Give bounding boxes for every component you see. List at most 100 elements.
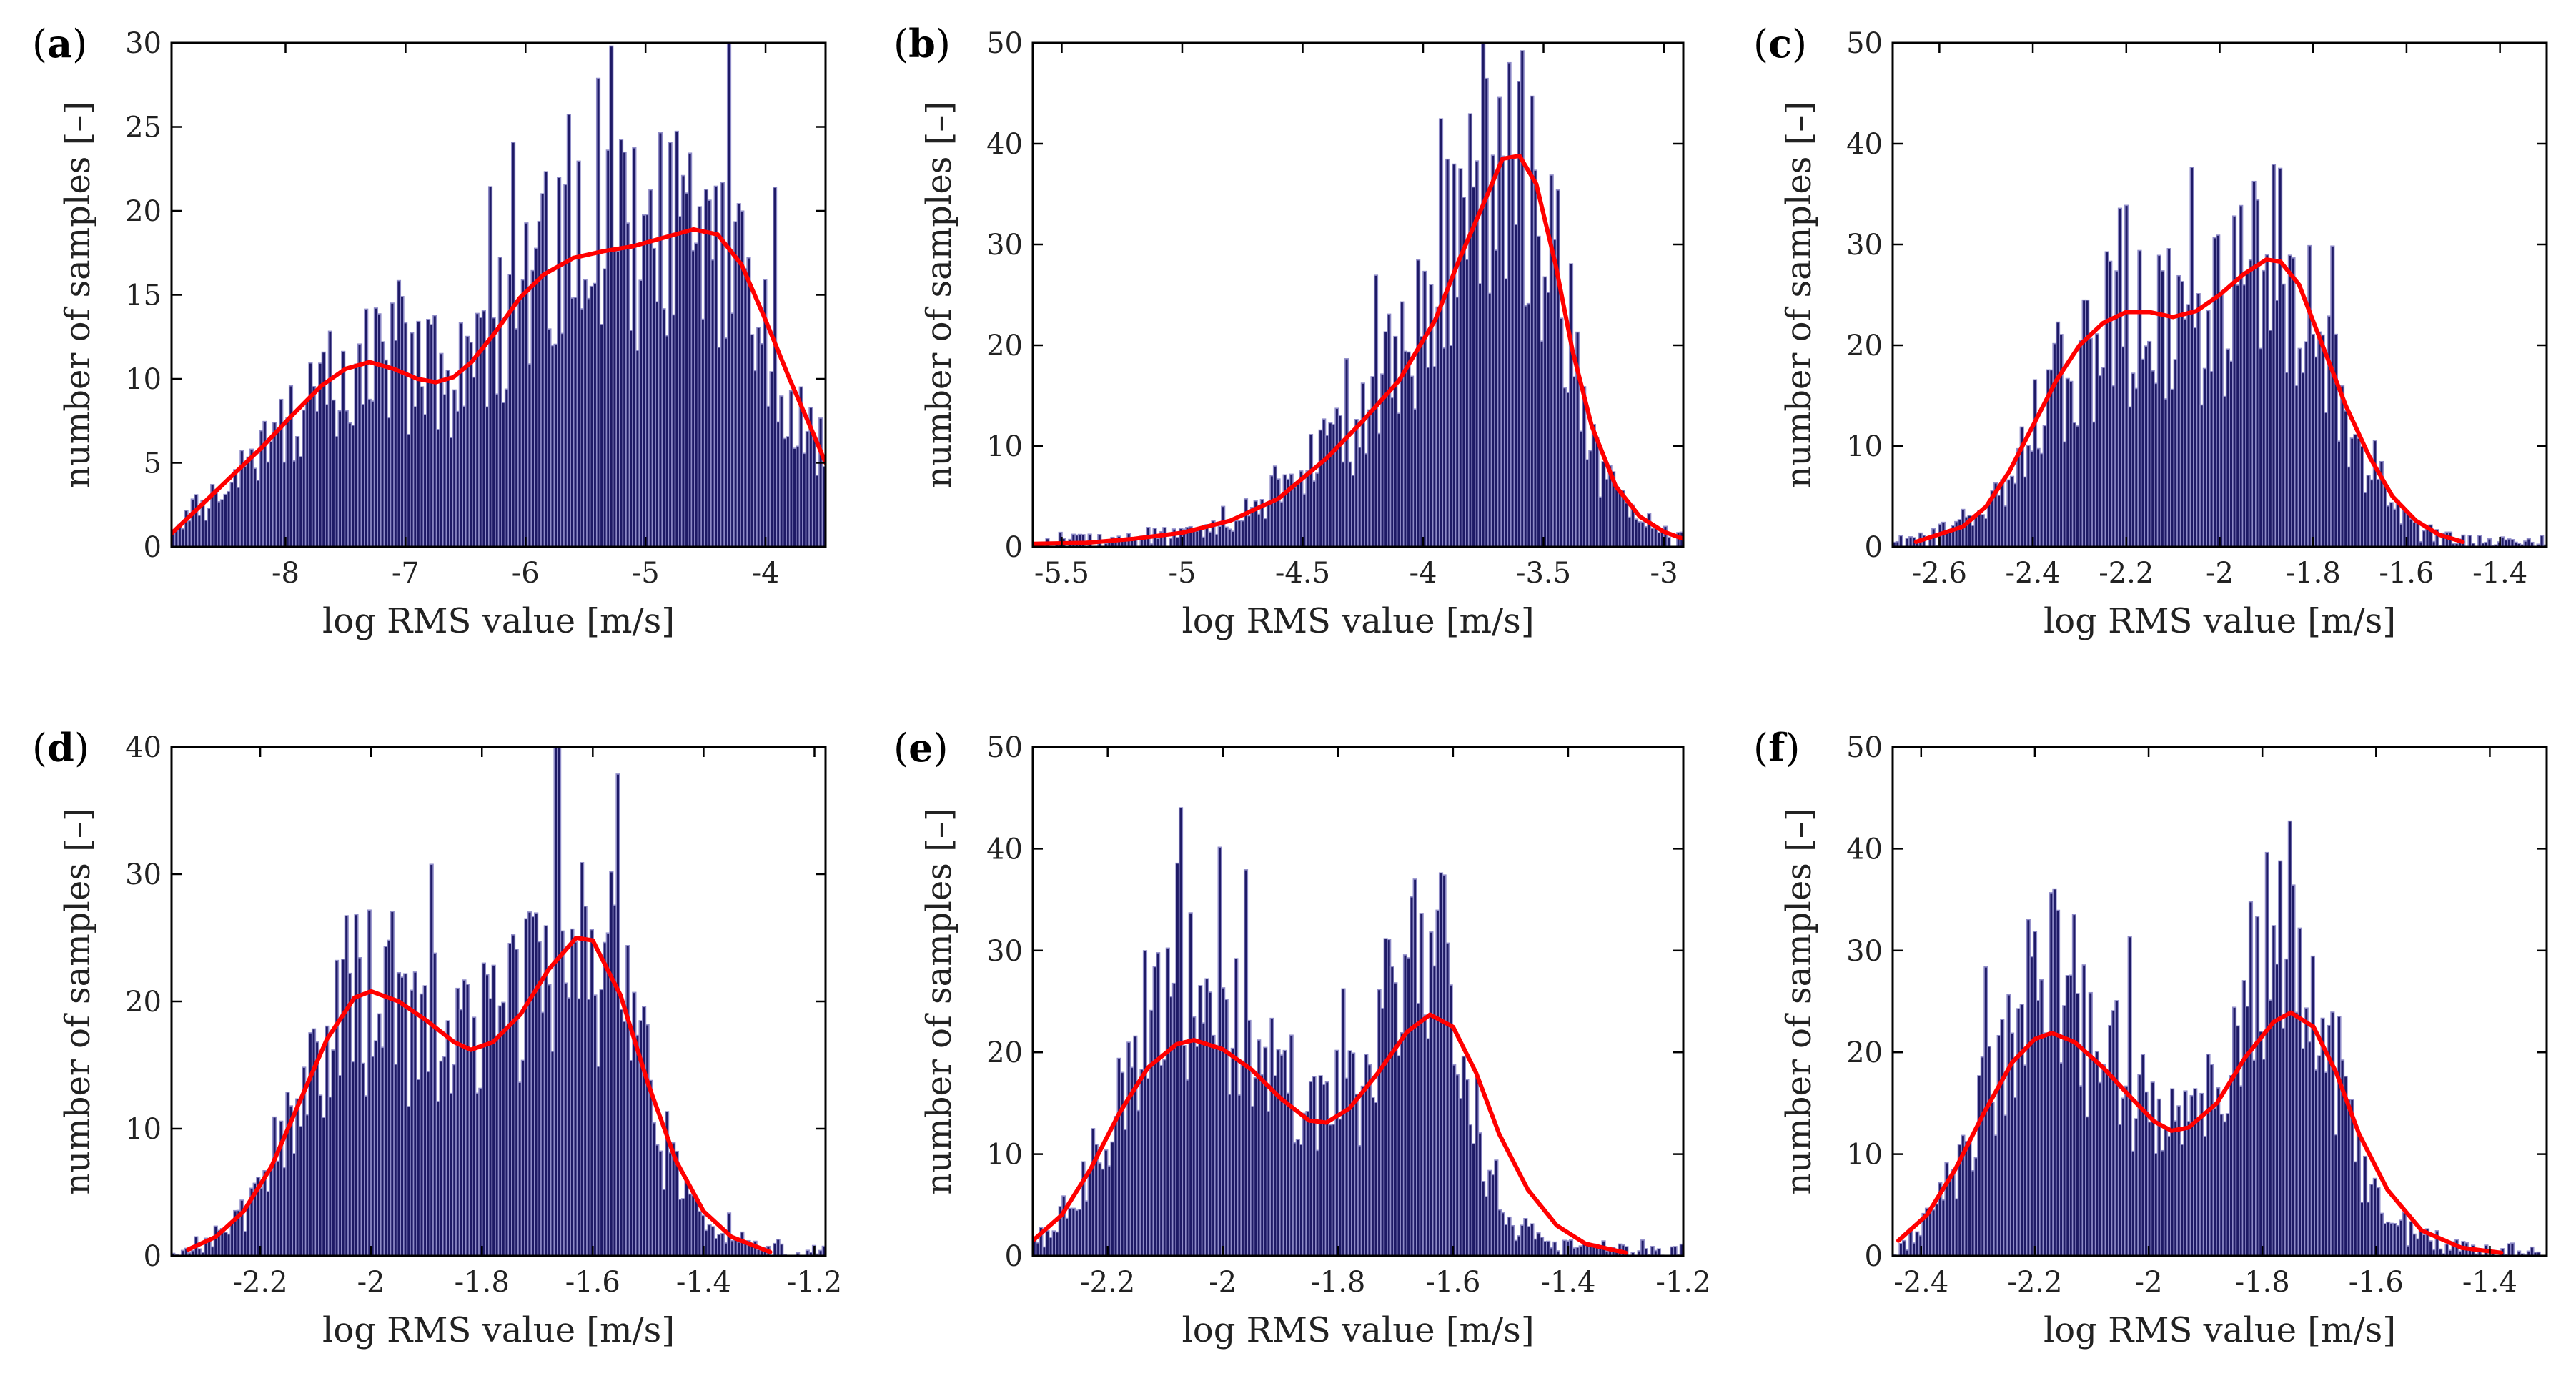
density-curve — [1913, 257, 2465, 544]
x-tick-label: -3 — [1650, 557, 1678, 590]
histogram-bar — [1666, 536, 1671, 547]
histogram-bars — [1033, 43, 1683, 547]
y-tick-label: 40 — [986, 128, 1023, 161]
y-axis-label: number of samples [–] — [58, 808, 98, 1194]
panel-letter: f — [1768, 725, 1788, 771]
y-tick-label: 30 — [1846, 935, 1883, 968]
density-curve — [186, 936, 773, 1254]
x-tick-label: -2 — [2206, 557, 2234, 590]
density-curve — [1896, 1010, 2504, 1255]
x-tick-label: -1.6 — [2349, 1266, 2404, 1299]
y-tick-label: 40 — [1846, 833, 1883, 866]
y-tick-label: 10 — [986, 430, 1023, 463]
x-tick-label: -5 — [1168, 557, 1196, 590]
y-tick-label: 0 — [144, 1240, 162, 1273]
density-curve — [1033, 153, 1683, 546]
x-tick-label: -1.2 — [1655, 1266, 1710, 1299]
histogram-bar — [2510, 1242, 2515, 1256]
histogram-bar — [1438, 118, 1444, 547]
histogram-bar — [2477, 535, 2482, 547]
x-tick-label: -4.5 — [1275, 557, 1330, 590]
panel-letter: a — [47, 21, 72, 66]
panel-letter: d — [47, 725, 74, 771]
x-tick-label: -2.4 — [2006, 557, 2061, 590]
panel-d: -2.2 -2 -1.8 -1.6 -1.4 -1.2 0 10 20 30 40 log RMS v… — [32, 725, 842, 1350]
x-tick-label: -1.8 — [1310, 1266, 1365, 1299]
panel-a: -8 -7 -6 -5 -4 0 5 10 15 20 25 30 log RMS value [m/s… — [32, 21, 827, 641]
x-tick-label: -1.8 — [455, 1266, 510, 1299]
y-tick-label: 0 — [1005, 1240, 1023, 1273]
y-tick-label: 10 — [986, 1139, 1023, 1172]
histogram-bar — [1211, 520, 1216, 547]
panel-label: (c) — [1753, 21, 1807, 66]
x-tick-label: -1.6 — [1425, 1266, 1480, 1299]
panel-label: (e) — [893, 725, 948, 771]
y-tick-label: 30 — [1846, 229, 1883, 262]
x-tick-label: -1.8 — [2235, 1266, 2290, 1299]
x-tick-label: -7 — [392, 557, 420, 590]
histogram-bar — [1344, 358, 1349, 547]
y-tick-label: 10 — [125, 363, 162, 396]
histogram-bar — [2467, 535, 2472, 547]
y-tick-label: 10 — [1846, 430, 1883, 463]
x-tick-label: -5.5 — [1034, 557, 1089, 590]
y-tick-label: 20 — [986, 330, 1023, 362]
histogram-bar — [2059, 334, 2064, 547]
x-tick-label: -6 — [512, 557, 540, 590]
y-tick-label: 15 — [125, 279, 162, 312]
plot-frame — [1031, 41, 1685, 548]
panel-label: (d) — [32, 725, 89, 771]
histogram-bar — [1640, 1239, 1645, 1256]
y-axis-label: number of samples [–] — [919, 102, 959, 488]
histogram-bar — [1630, 1252, 1635, 1256]
y-tick-label: 0 — [1865, 531, 1883, 564]
y-tick-label: 30 — [125, 27, 162, 60]
panel-letter: e — [908, 725, 933, 771]
y-axis-label: number of samples [–] — [58, 102, 98, 488]
y-tick-label: 50 — [986, 731, 1023, 764]
y-tick-label: 10 — [1846, 1139, 1883, 1172]
y-tick-label: 20 — [986, 1036, 1023, 1069]
histogram-bar — [2124, 204, 2129, 547]
x-tick-label: -2.2 — [2099, 557, 2154, 590]
plot-frame — [1031, 746, 1685, 1257]
panel-letter: c — [1768, 21, 1792, 66]
y-tick-label: 25 — [125, 112, 162, 144]
x-tick-label: -1.6 — [565, 1266, 620, 1299]
histogram-bars — [172, 747, 826, 1256]
x-tick-label: -2.2 — [2007, 1266, 2062, 1299]
x-tick-label: -2 — [1209, 1266, 1237, 1299]
y-tick-label: 30 — [986, 935, 1023, 968]
panel-e: -2.2 -2 -1.8 -1.6 -1.4 -1.2 0 10 20 30 40 50 log RMS… — [893, 725, 1711, 1350]
x-tick-label: -8 — [272, 557, 299, 590]
y-tick-label: 5 — [144, 447, 162, 480]
panel-label: (a) — [32, 21, 87, 66]
histogram-bar — [2428, 524, 2433, 547]
histogram-bar — [1494, 1159, 1499, 1256]
histogram-bar — [2438, 1248, 2443, 1256]
y-tick-label: 20 — [1846, 1036, 1883, 1069]
histogram-bar — [2530, 541, 2535, 547]
x-tick-label: -2.6 — [1912, 557, 1967, 590]
x-tick-label: -2 — [357, 1266, 385, 1299]
histogram-bars — [1893, 820, 2541, 1256]
y-tick-label: 20 — [125, 195, 162, 228]
x-tick-label: -5 — [632, 557, 660, 590]
x-tick-label: -4 — [1410, 557, 1437, 590]
histogram-bar — [726, 43, 732, 547]
x-tick-label: -1.2 — [787, 1266, 842, 1299]
y-tick-label: 0 — [144, 531, 162, 564]
y-tick-label: 40 — [125, 731, 162, 764]
histogram-bar — [1901, 1239, 1907, 1256]
y-tick-label: 0 — [1005, 531, 1023, 564]
panel-b: -5.5 -5 -4.5 -4 -3.5 -3 0 10 20 30 40 50 log RMS val… — [893, 21, 1685, 641]
x-axis-label: log RMS value [m/s] — [1182, 1310, 1534, 1350]
y-axis-label: number of samples [–] — [919, 808, 959, 1194]
panel-c: -2.6 -2.4 -2.2 -2 -1.8 -1.6 -1.4 0 10 20 30 40 50 log… — [1753, 21, 2548, 641]
histogram-bar — [2487, 538, 2492, 547]
x-tick-label: -1.4 — [2462, 1266, 2517, 1299]
y-tick-label: 20 — [1846, 330, 1883, 362]
histogram-bar — [1552, 1241, 1557, 1256]
histogram-bars — [1033, 807, 1683, 1256]
histogram-bar — [1039, 1227, 1044, 1256]
